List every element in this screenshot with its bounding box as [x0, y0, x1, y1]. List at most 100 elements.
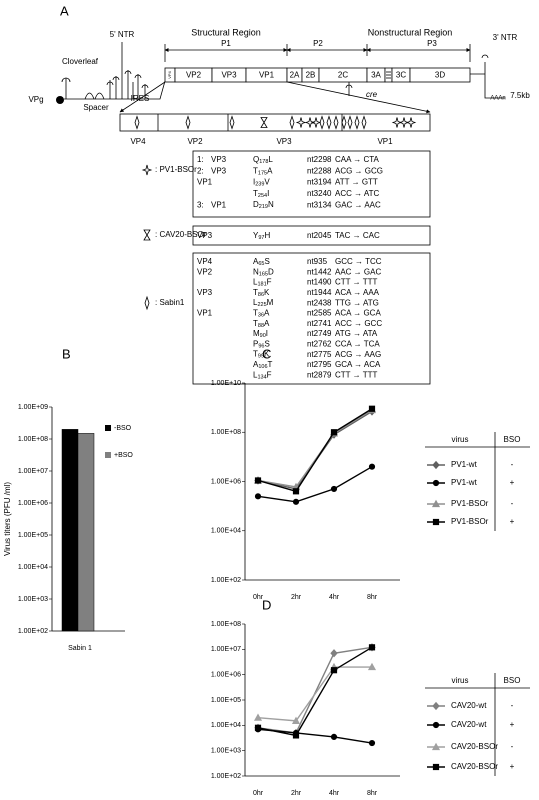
marker	[330, 429, 338, 436]
aa-change: P96S	[253, 340, 270, 350]
x-tick-label: 8hr	[367, 790, 378, 797]
label: Cloverleaf	[62, 57, 99, 66]
shape	[124, 70, 149, 99]
aa-change: Q178L	[253, 155, 273, 165]
shape	[319, 115, 325, 130]
marker	[368, 644, 376, 651]
legend-header: virus	[452, 435, 469, 444]
aa-from: L	[253, 370, 258, 379]
legend-label: PV1-BSOr	[451, 517, 489, 526]
aa-from: T	[253, 350, 258, 359]
nt-position: nt2749	[307, 329, 332, 338]
nt-position: nt2438	[307, 298, 332, 307]
y-tick-label: 1.00E+08	[211, 429, 241, 436]
aa-from: L	[253, 298, 258, 307]
y-tick-label: 1.00E+09	[18, 404, 48, 411]
codon-change: AAC → GAC	[335, 267, 381, 276]
protein: VP3	[211, 166, 227, 175]
protein: VP3	[197, 231, 213, 240]
marker	[330, 485, 338, 493]
x-tick-label: Sabin 1	[68, 645, 92, 652]
aa-pos: 254	[258, 193, 267, 199]
y-tick-label: 1.00E+07	[18, 468, 48, 475]
aa-pos: 178	[259, 159, 268, 165]
shape	[134, 115, 140, 130]
legend-bso: +	[510, 720, 515, 729]
aa-to: S	[264, 340, 269, 349]
aa-to: V	[264, 178, 270, 187]
genome-segment	[409, 67, 471, 83]
segment-label: 2C	[338, 71, 348, 80]
codon-change: TAC → CAC	[335, 231, 380, 240]
codon-change: GAC → AAC	[335, 200, 381, 209]
shape	[185, 115, 191, 130]
marker	[432, 721, 440, 729]
legend-label: CAV20-wt	[451, 720, 487, 729]
legend-swatch	[105, 425, 111, 431]
y-tick-label: 1.00E+05	[18, 532, 48, 539]
legend-swatch	[105, 452, 111, 458]
marker	[292, 732, 300, 739]
nt-position: nt2741	[307, 319, 332, 328]
marker	[432, 763, 440, 771]
series-line	[257, 466, 373, 503]
shape	[345, 82, 353, 96]
nt-position: nt2045	[307, 231, 332, 240]
marker	[368, 463, 376, 470]
marker	[330, 649, 338, 658]
y-tick-label: 1.00E+04	[211, 722, 241, 729]
codon-change: CTT → TTT	[335, 278, 377, 287]
zoom-label: VP4	[130, 137, 146, 146]
series-line	[257, 409, 373, 488]
aa-to: K	[264, 288, 270, 297]
zoom-label: VP1	[377, 137, 393, 146]
vpg	[56, 96, 64, 104]
aa-pos: 175	[258, 171, 267, 177]
aa-pos: 86	[258, 292, 264, 298]
nt-position: nt2775	[307, 350, 332, 359]
aa-pos: 88	[258, 323, 264, 329]
y-axis-label: Virus titers (PFU /ml)	[3, 482, 12, 556]
aa-pos: 96	[258, 344, 264, 350]
row-num: 1:	[197, 155, 204, 164]
label: 3' NTR	[493, 33, 518, 42]
x-tick-label: 2hr	[291, 594, 302, 601]
aa-to: H	[264, 231, 270, 240]
aa-to: S	[264, 257, 269, 266]
y-tick-label: 1.00E+03	[211, 748, 241, 755]
aa-from: P	[253, 340, 258, 349]
marker	[431, 742, 441, 751]
marker	[292, 498, 300, 505]
protein: VP2	[197, 267, 213, 276]
y-tick-label: 1.00E+06	[211, 672, 241, 679]
panel-label: B	[62, 346, 71, 361]
marker	[292, 488, 300, 495]
x-tick-label: 4hr	[329, 790, 340, 797]
nt-position: nt1944	[307, 288, 332, 297]
aa-from: T	[253, 288, 258, 297]
segment-label: 3D	[435, 71, 445, 80]
legend-label: : Sabin1	[155, 298, 185, 307]
aa-to: L	[268, 155, 273, 164]
shape	[361, 115, 367, 130]
label: Structural Region	[191, 27, 261, 37]
aa-change: A65S	[253, 257, 270, 267]
protein: VP1	[211, 200, 227, 209]
nt-position: nt2585	[307, 309, 332, 318]
y-tick-label: 1.00E+04	[18, 564, 48, 571]
shape	[470, 54, 505, 99]
marker	[368, 405, 376, 412]
shape	[310, 117, 322, 128]
y-tick-label: 1.00E+07	[211, 646, 241, 653]
aa-change: I239V	[253, 178, 270, 188]
nt-position: nt1442	[307, 267, 332, 276]
shape	[405, 117, 417, 128]
aa-pos: 239	[255, 182, 264, 188]
nt-position: nt2298	[307, 155, 332, 164]
aa-to: A	[264, 319, 270, 328]
y-tick-label: 1.00E+06	[18, 500, 48, 507]
bar	[77, 433, 95, 632]
legend-header: BSO	[504, 676, 521, 685]
aa-pos: 36	[258, 313, 264, 319]
